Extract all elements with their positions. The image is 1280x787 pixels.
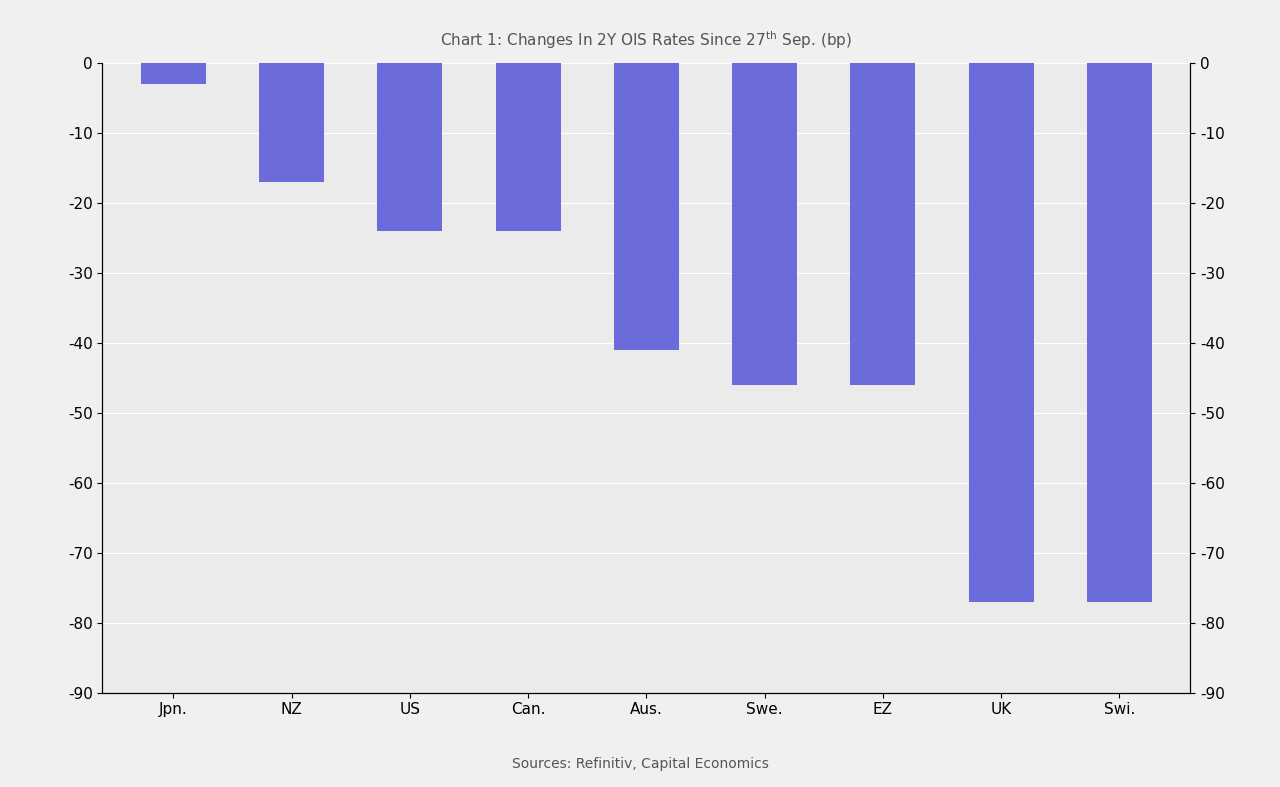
Bar bbox=[259, 63, 324, 182]
Bar bbox=[614, 63, 678, 349]
Bar bbox=[969, 63, 1034, 601]
Bar bbox=[378, 63, 443, 231]
Bar bbox=[850, 63, 915, 385]
Bar bbox=[141, 63, 206, 84]
Title: Chart 1: Changes In 2Y OIS Rates Since 27$^{\mathrm{th}}$ Sep. (bp): Chart 1: Changes In 2Y OIS Rates Since 2… bbox=[440, 30, 852, 51]
Text: Sources: Refinitiv, Capital Economics: Sources: Refinitiv, Capital Economics bbox=[512, 757, 768, 771]
Bar bbox=[1087, 63, 1152, 601]
Bar bbox=[732, 63, 797, 385]
Bar bbox=[495, 63, 561, 231]
